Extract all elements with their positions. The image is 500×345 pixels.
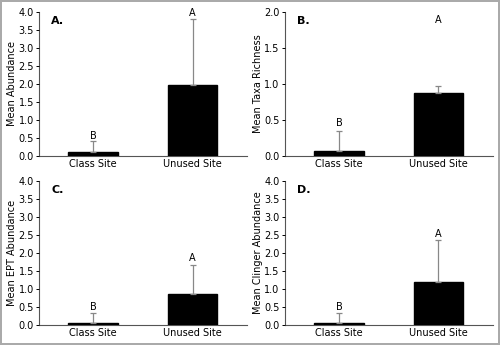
Text: B: B [336,118,342,128]
Text: D.: D. [297,185,310,195]
Bar [314,151,364,156]
Text: B: B [336,302,342,312]
Text: C.: C. [51,185,64,195]
Bar [168,294,218,325]
Y-axis label: Mean Abundance: Mean Abundance [7,41,17,126]
Text: A: A [435,229,442,239]
Bar [314,323,364,325]
Text: A: A [190,253,196,263]
Bar [68,151,118,156]
Bar [414,93,464,156]
Y-axis label: Mean Taxa Richness: Mean Taxa Richness [253,34,263,133]
Y-axis label: Mean EPT Abundance: Mean EPT Abundance [7,200,17,306]
Text: B: B [90,131,96,141]
Bar [68,323,118,325]
Text: A: A [190,8,196,18]
Text: B.: B. [297,16,310,26]
Text: B: B [90,302,96,312]
Bar [414,282,464,325]
Text: A.: A. [51,16,64,26]
Y-axis label: Mean Clinger Abundance: Mean Clinger Abundance [253,192,263,315]
Bar [168,86,218,156]
Text: A: A [435,14,442,24]
